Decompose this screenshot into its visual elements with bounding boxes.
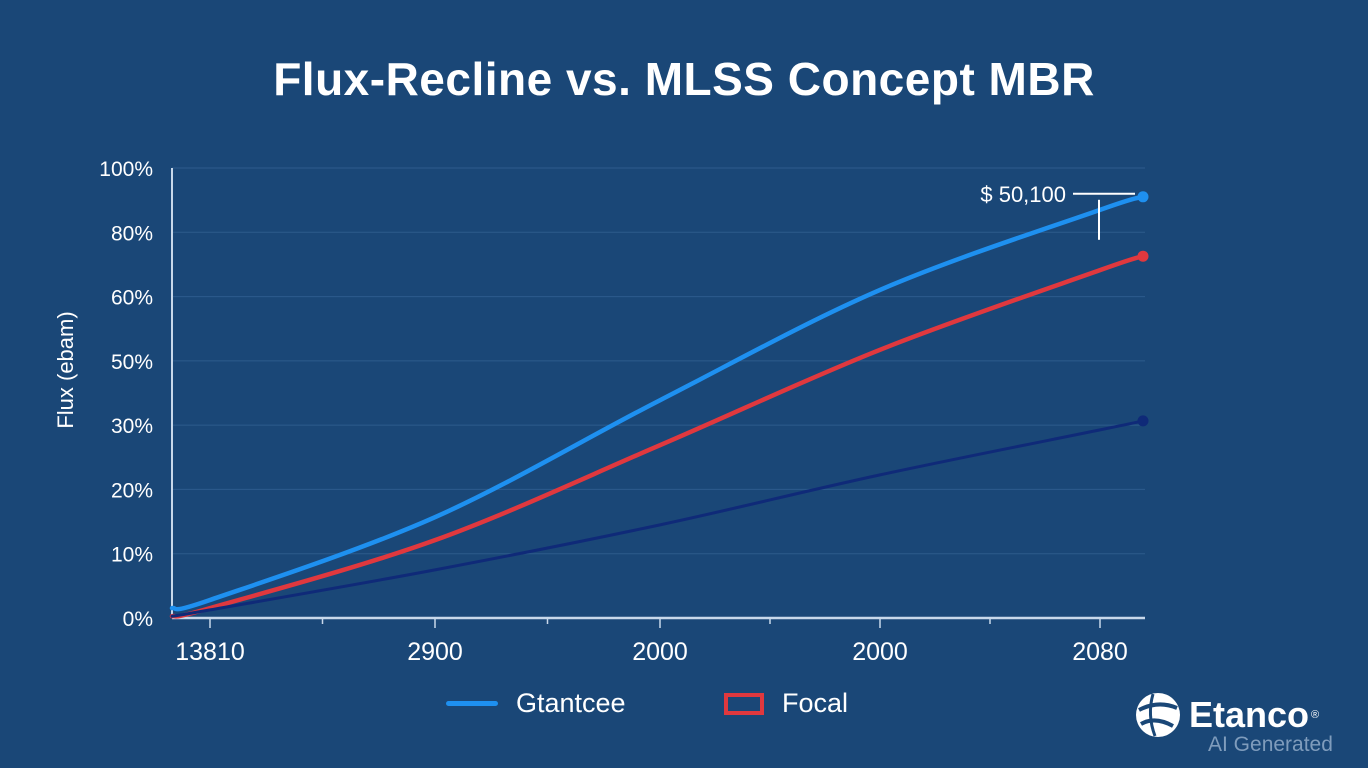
x-tick-label: 2000 bbox=[852, 638, 908, 666]
y-tick-label: 0% bbox=[123, 608, 153, 631]
logo-text: Etanco bbox=[1189, 694, 1310, 735]
legend-label: Gtantcee bbox=[516, 688, 626, 718]
legend-box-swatch bbox=[724, 692, 764, 715]
y-tick-label: 20% bbox=[111, 479, 153, 502]
legend-label: Focal bbox=[782, 688, 849, 718]
series-line-series-3 bbox=[170, 419, 1145, 618]
chart-title: Flux-Recline vs. MLSS Concept MBR bbox=[273, 53, 1095, 105]
y-tick-label: 60% bbox=[111, 287, 153, 310]
globe-icon bbox=[1136, 693, 1180, 737]
series-end-marker bbox=[1137, 415, 1149, 427]
registered-mark: ® bbox=[1311, 709, 1320, 721]
series-end-marker bbox=[1137, 250, 1149, 262]
legend-item-gtantcee: Gtantcee bbox=[446, 688, 626, 719]
legend-line-swatch bbox=[446, 701, 498, 706]
series-line-gtantcee bbox=[169, 194, 1146, 612]
logo: Etanco ® bbox=[1133, 690, 1319, 740]
y-tick-label: 100% bbox=[99, 158, 153, 181]
y-tick-label: 10% bbox=[111, 544, 153, 567]
series-end-marker bbox=[1137, 191, 1149, 203]
x-tick-label: 2080 bbox=[1072, 638, 1128, 666]
series-line-focal bbox=[169, 253, 1146, 619]
y-tick-label: 80% bbox=[111, 222, 153, 245]
annotation-label: $ 50,100 bbox=[980, 182, 1066, 207]
x-tick-label: 2000 bbox=[632, 638, 688, 666]
x-tick-label: 2900 bbox=[407, 638, 463, 666]
ai-generated-label: AI Generated bbox=[1208, 733, 1333, 756]
y-tick-label: 50% bbox=[111, 351, 153, 374]
x-tick-label: 13810 bbox=[175, 638, 245, 666]
legend-item-focal: Focal bbox=[724, 688, 848, 719]
y-tick-label: 30% bbox=[111, 415, 153, 438]
